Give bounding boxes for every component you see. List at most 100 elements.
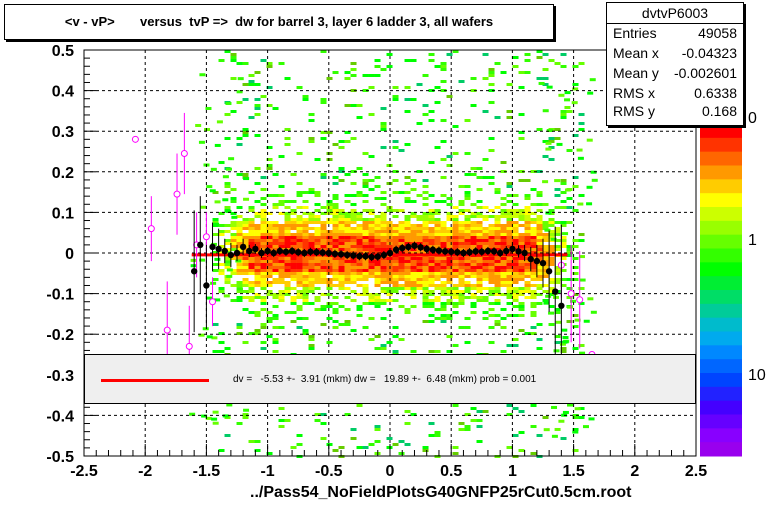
- heatmap-cell: [545, 211, 552, 215]
- heatmap-cell: [308, 272, 315, 275]
- heatmap-cell: [278, 257, 285, 260]
- heatmap-cell: [422, 266, 429, 269]
- heatmap-cell: [464, 272, 471, 275]
- heatmap-cell: [338, 287, 345, 290]
- heatmap-cell: [380, 230, 387, 233]
- heatmap-cell: [209, 189, 216, 193]
- heatmap-cell: [554, 194, 561, 197]
- heatmap-cell: [242, 83, 249, 86]
- heatmap-cell: [284, 215, 291, 218]
- heatmap-cell: [578, 128, 585, 131]
- heatmap-cell: [224, 185, 231, 188]
- heatmap-cell: [236, 101, 243, 104]
- heatmap-cell: [350, 269, 357, 272]
- heatmap-cell: [368, 275, 375, 278]
- heatmap-cell: [410, 272, 417, 275]
- heatmap-cell: [440, 158, 447, 161]
- heatmap-cell: [452, 272, 459, 275]
- heatmap-cell: [410, 233, 417, 236]
- heatmap-cell: [368, 239, 375, 242]
- heatmap-cell: [362, 209, 369, 212]
- heatmap-cell: [524, 269, 531, 272]
- heatmap-cell: [272, 314, 279, 317]
- heatmap-cell: [422, 227, 429, 230]
- heatmap-cell: [482, 227, 489, 230]
- heatmap-cell: [231, 215, 238, 219]
- heatmap-cell: [272, 224, 279, 227]
- heatmap-cell: [380, 125, 387, 128]
- heatmap-cell: [494, 314, 501, 317]
- heatmap-cell: [356, 224, 363, 227]
- heatmap-cell: [500, 224, 507, 227]
- heatmap-cell: [332, 197, 339, 200]
- heatmap-cell: [242, 341, 249, 344]
- heatmap-cell: [222, 198, 229, 202]
- heatmap-cell: [494, 191, 501, 194]
- heatmap-cell: [464, 425, 471, 428]
- heatmap-cell: [404, 221, 411, 224]
- heatmap-cell: [202, 327, 209, 331]
- heatmap-cell: [350, 212, 357, 215]
- heatmap-cell: [422, 185, 429, 188]
- color-bar-band: [700, 248, 742, 263]
- heatmap-cell: [204, 128, 211, 132]
- heatmap-cell: [536, 248, 543, 251]
- heatmap-cell: [205, 416, 212, 420]
- heatmap-cell: [356, 212, 363, 215]
- black-point: [239, 243, 247, 251]
- heatmap-cell: [422, 215, 429, 218]
- heatmap-cell: [356, 191, 363, 194]
- heatmap-cell: [494, 320, 501, 323]
- heatmap-cell: [482, 257, 489, 260]
- heatmap-cell: [512, 215, 519, 218]
- heatmap-cell: [398, 452, 405, 455]
- heatmap-cell: [362, 194, 369, 197]
- heatmap-cell: [218, 287, 225, 290]
- heatmap-cell: [506, 224, 513, 227]
- heatmap-cell: [332, 308, 339, 311]
- heatmap-cell: [434, 266, 441, 269]
- heatmap-cell: [536, 251, 543, 254]
- heatmap-cell: [530, 221, 537, 224]
- heatmap-cell: [236, 230, 243, 233]
- heatmap-cell: [386, 233, 393, 236]
- heatmap-cell: [422, 191, 429, 194]
- heatmap-cell: [578, 287, 585, 290]
- heatmap-cell: [554, 266, 561, 269]
- heatmap-cell: [248, 332, 255, 335]
- color-bar-band: [700, 303, 742, 319]
- heatmap-cell: [566, 248, 573, 251]
- heatmap-cell: [320, 293, 327, 296]
- heatmap-cell: [254, 278, 261, 281]
- heatmap-cell: [452, 266, 459, 269]
- heatmap-cell: [284, 143, 291, 146]
- heatmap-cell: [410, 215, 417, 218]
- heatmap-cell: [500, 278, 507, 281]
- heatmap-cell: [494, 290, 501, 293]
- heatmap-cell: [494, 62, 501, 65]
- heatmap-cell: [326, 158, 333, 161]
- heatmap-cell: [464, 281, 471, 284]
- heatmap-cell: [452, 152, 459, 155]
- axes: [83, 49, 697, 457]
- heatmap-cell: [518, 245, 525, 248]
- heatmap-cell: [488, 260, 495, 263]
- heatmap-cell: [434, 296, 441, 299]
- heatmap-cell: [572, 272, 579, 275]
- heatmap-cell: [512, 65, 519, 68]
- heatmap-cell: [464, 209, 471, 212]
- heatmap-cell: [392, 281, 399, 284]
- heatmap-cell: [488, 230, 495, 233]
- black-point: [362, 253, 369, 260]
- heatmap-cell: [482, 158, 489, 161]
- heatmap-cell: [290, 446, 297, 449]
- heatmap-cell: [410, 263, 417, 266]
- heatmap-cell: [254, 272, 261, 275]
- heatmap-cell: [218, 59, 225, 62]
- heatmap-cell: [578, 302, 585, 305]
- heatmap-cell: [320, 224, 327, 227]
- heatmap-cell: [464, 266, 471, 269]
- heatmap-cell: [524, 218, 531, 221]
- heatmap-cell: [470, 275, 477, 278]
- heatmap-cell: [386, 209, 393, 212]
